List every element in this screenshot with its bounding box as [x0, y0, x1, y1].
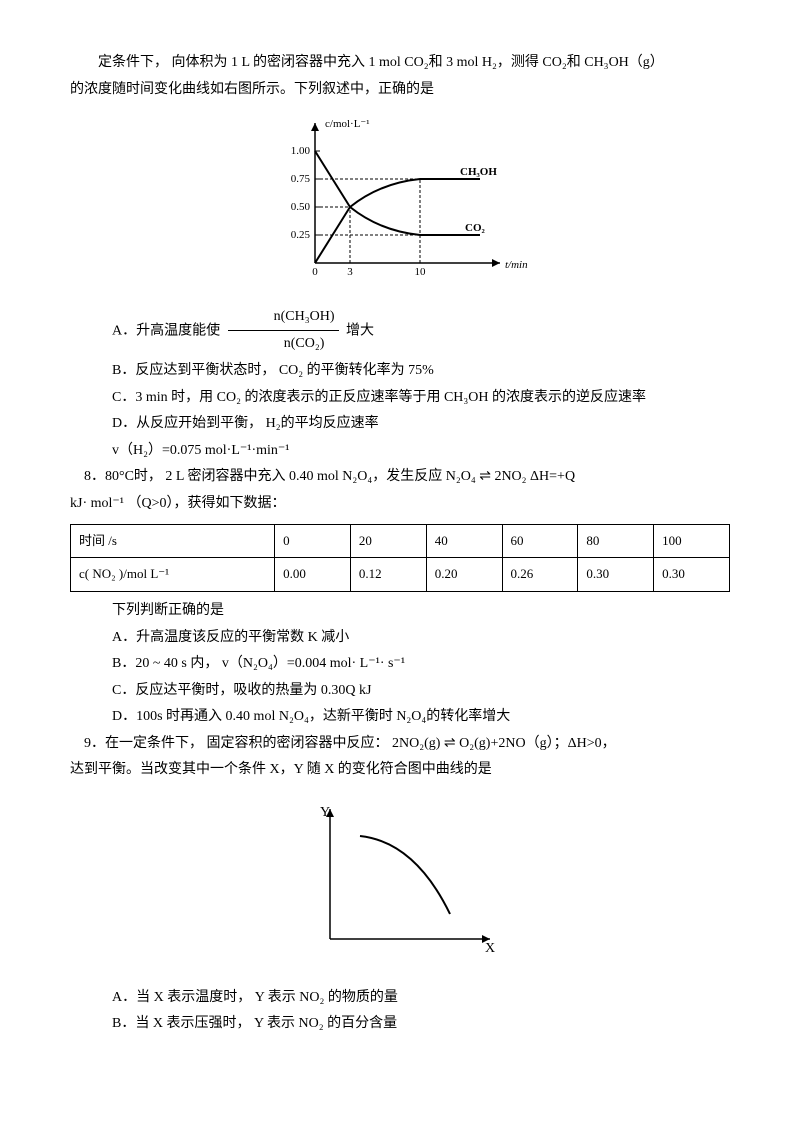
- cell: c( NO₂ )/mol L⁻¹: [71, 558, 275, 592]
- svg-text:t/min: t/min: [505, 259, 528, 271]
- frac-numerator: n(CH₃OH): [228, 304, 339, 332]
- cell: 40: [426, 524, 502, 558]
- q8-option-d: D．100s 时再通入 0.40 mol N₂O₄，达新平衡时 N₂O₄的转化率…: [70, 704, 730, 731]
- q9-option-b: B．当 X 表示压强时， Y 表示 NO₂ 的百分含量: [70, 1011, 730, 1038]
- cell: 时间 /s: [71, 524, 275, 558]
- option-c: C．3 min 时，用 CO₂ 的浓度表示的正反应速率等于用 CH₃OH 的浓度…: [70, 385, 730, 412]
- option-a-post: 增大: [346, 323, 374, 338]
- cell: 0.00: [275, 558, 351, 592]
- intro-line1: 定条件下， 向体积为 1 L 的密闭容器中充入 1 mol CO₂和 3 mol…: [70, 50, 730, 77]
- chart-concentration-time: 0.25 0.50 0.75 1.00 0 3 10 t/min c/mol·L…: [70, 113, 730, 294]
- svg-text:0.75: 0.75: [291, 173, 311, 185]
- q9-option-a: A．当 X 表示温度时， Y 表示 NO₂ 的物质的量: [70, 985, 730, 1012]
- cell: 0: [275, 524, 351, 558]
- svg-text:1.00: 1.00: [291, 145, 311, 157]
- q8-line2: kJ· mol⁻¹ （Q>0），获得如下数据：: [70, 491, 730, 518]
- svg-text:10: 10: [415, 266, 427, 278]
- cell: 100: [654, 524, 730, 558]
- cell: 0.26: [502, 558, 578, 592]
- table-row: c( NO₂ )/mol L⁻¹ 0.00 0.12 0.20 0.26 0.3…: [71, 558, 730, 592]
- svg-text:CO₂: CO₂: [465, 222, 486, 234]
- cell: 0.12: [350, 558, 426, 592]
- data-table: 时间 /s 0 20 40 60 80 100 c( NO₂ )/mol L⁻¹…: [70, 524, 730, 592]
- svg-text:CH₃OH: CH₃OH: [460, 166, 497, 178]
- q9-line2: 达到平衡。当改变其中一个条件 X，Y 随 X 的变化符合图中曲线的是: [70, 757, 730, 784]
- fraction: n(CH₃OH) n(CO₂): [228, 304, 339, 358]
- option-b: B．反应达到平衡状态时， CO₂ 的平衡转化率为 75%: [70, 358, 730, 385]
- svg-text:0.25: 0.25: [291, 229, 311, 241]
- cell: 0.20: [426, 558, 502, 592]
- svg-text:Y: Y: [320, 805, 330, 820]
- svg-text:X: X: [485, 941, 495, 956]
- chart-xy-curve: Y X: [70, 794, 730, 975]
- q9-line1: 9．在一定条件下， 固定容积的密闭容器中反应： 2NO₂(g) ⇌ O₂(g)+…: [70, 731, 730, 758]
- intro-line2: 的浓度随时间变化曲线如右图所示。下列叙述中，正确的是: [70, 77, 730, 104]
- option-d-line2: v（H₂）=0.075 mol·L⁻¹·min⁻¹: [70, 438, 730, 465]
- q8-option-b: B．20 ~ 40 s 内， v（N₂O₄）=0.004 mol· L⁻¹· s…: [70, 651, 730, 678]
- option-d-line1: D．从反应开始到平衡， H₂的平均反应速率: [70, 411, 730, 438]
- cell: 80: [578, 524, 654, 558]
- option-a: A．升高温度能使 n(CH₃OH) n(CO₂) 增大: [70, 304, 730, 358]
- cell: 60: [502, 524, 578, 558]
- q8-subtitle: 下列判断正确的是: [70, 598, 730, 625]
- svg-text:0: 0: [312, 266, 318, 278]
- option-a-pre: A．升高温度能使: [112, 323, 220, 338]
- frac-denominator: n(CO₂): [228, 331, 339, 358]
- cell: 0.30: [654, 558, 730, 592]
- table-row: 时间 /s 0 20 40 60 80 100: [71, 524, 730, 558]
- svg-text:0.50: 0.50: [291, 201, 311, 213]
- svg-text:c/mol·L⁻¹: c/mol·L⁻¹: [325, 118, 370, 130]
- q8-option-a: A．升高温度该反应的平衡常数 K 减小: [70, 625, 730, 652]
- svg-text:3: 3: [347, 266, 353, 278]
- cell: 0.30: [578, 558, 654, 592]
- q8-line1: 8．80°C时， 2 L 密闭容器中充入 0.40 mol N₂O₄，发生反应 …: [70, 464, 730, 491]
- q8-option-c: C．反应达平衡时，吸收的热量为 0.30Q kJ: [70, 678, 730, 705]
- cell: 20: [350, 524, 426, 558]
